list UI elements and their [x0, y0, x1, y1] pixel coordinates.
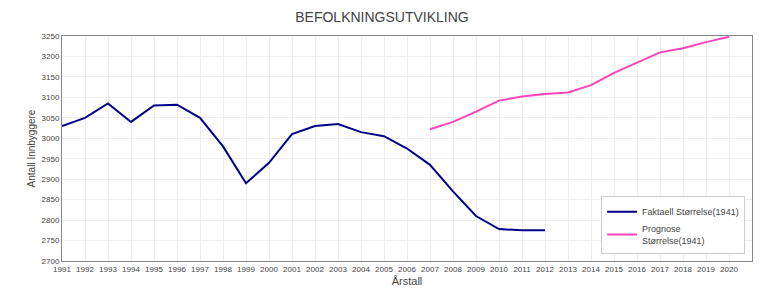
- svg-text:2014: 2014: [582, 265, 600, 274]
- svg-text:BEFOLKNINGSUTVIKLING: BEFOLKNINGSUTVIKLING: [295, 9, 468, 25]
- svg-text:3150: 3150: [42, 73, 60, 82]
- svg-text:2800: 2800: [42, 216, 60, 225]
- svg-text:Faktaell Størrelse(1941): Faktaell Størrelse(1941): [642, 207, 739, 217]
- svg-text:2010: 2010: [490, 265, 508, 274]
- svg-text:2950: 2950: [42, 155, 60, 164]
- svg-text:2750: 2750: [42, 236, 60, 245]
- svg-text:2000: 2000: [260, 265, 278, 274]
- svg-text:2001: 2001: [283, 265, 301, 274]
- svg-text:2006: 2006: [398, 265, 416, 274]
- svg-text:1994: 1994: [122, 265, 140, 274]
- svg-text:3100: 3100: [42, 93, 60, 102]
- svg-text:2003: 2003: [329, 265, 347, 274]
- svg-text:1996: 1996: [168, 265, 186, 274]
- svg-text:3050: 3050: [42, 114, 60, 123]
- svg-text:2005: 2005: [375, 265, 393, 274]
- svg-text:2008: 2008: [444, 265, 462, 274]
- svg-text:Antall Innbyggere: Antall Innbyggere: [26, 109, 37, 187]
- svg-text:1995: 1995: [145, 265, 163, 274]
- svg-text:1991: 1991: [53, 265, 71, 274]
- svg-text:2900: 2900: [42, 175, 60, 184]
- svg-text:2018: 2018: [674, 265, 692, 274]
- svg-text:2016: 2016: [628, 265, 646, 274]
- svg-text:2013: 2013: [559, 265, 577, 274]
- svg-text:2007: 2007: [421, 265, 439, 274]
- svg-text:3000: 3000: [42, 134, 60, 143]
- svg-text:2004: 2004: [352, 265, 370, 274]
- svg-text:2019: 2019: [697, 265, 715, 274]
- svg-text:2850: 2850: [42, 195, 60, 204]
- svg-text:3250: 3250: [42, 32, 60, 41]
- svg-text:1992: 1992: [76, 265, 94, 274]
- svg-text:2011: 2011: [513, 265, 531, 274]
- svg-text:1993: 1993: [99, 265, 117, 274]
- svg-text:2015: 2015: [605, 265, 623, 274]
- svg-text:2009: 2009: [467, 265, 485, 274]
- svg-text:1997: 1997: [191, 265, 209, 274]
- svg-text:2017: 2017: [651, 265, 669, 274]
- svg-text:2700: 2700: [42, 257, 60, 266]
- svg-text:1998: 1998: [214, 265, 232, 274]
- svg-text:Årstall: Årstall: [392, 275, 423, 287]
- svg-text:1999: 1999: [237, 265, 255, 274]
- svg-text:2020: 2020: [720, 265, 738, 274]
- svg-text:2002: 2002: [306, 265, 324, 274]
- svg-text:PrognoseStørrelse(1941): PrognoseStørrelse(1941): [642, 224, 705, 246]
- svg-text:2012: 2012: [536, 265, 554, 274]
- svg-text:3200: 3200: [42, 52, 60, 61]
